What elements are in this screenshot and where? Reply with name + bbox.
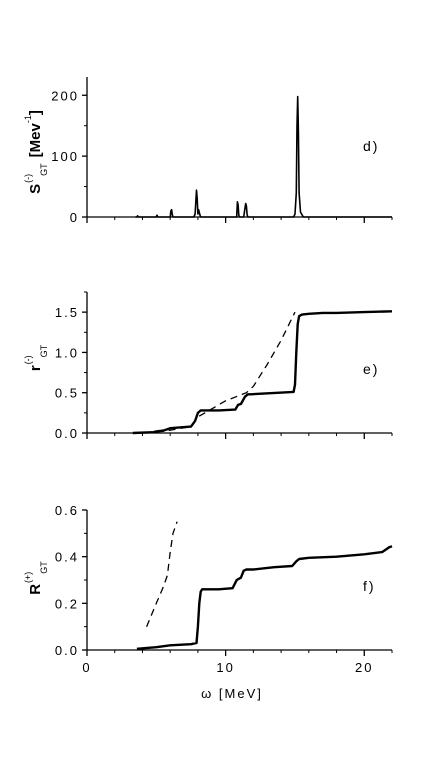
y-tick-label-d: 0	[70, 210, 79, 225]
y-axis-label-unit-close: ]	[27, 110, 44, 115]
y-axis-label-symbol: r	[27, 365, 44, 371]
panel-e: e) r(-) GT 0.0 0.5 1.0 1.5	[23, 291, 393, 441]
y-axis-label-d: S(-) GT [Mev-1]	[23, 110, 49, 194]
y-tick-label-e: 1.0	[55, 345, 79, 360]
y-tick-label-f: 0.2	[55, 596, 79, 611]
y-axis-label-subscript: GT	[39, 344, 49, 357]
y-axis-label-symbol: R	[27, 584, 44, 595]
y-axis-label-f: R(+) GT	[23, 561, 49, 595]
y-tick-label-e: 0.0	[55, 426, 79, 441]
y-axis-label-superscript: (-)	[23, 355, 33, 364]
svg-text:R(+)GT: R(+) GT	[23, 561, 49, 595]
y-axis-label-superscript: (+)	[23, 572, 33, 583]
panel-d: d) S(-) GT [Mev-1] 0 100 200	[23, 77, 393, 225]
y-axis-label-unit-exponent: -1	[23, 115, 33, 123]
panel-label-d: d)	[363, 138, 379, 154]
series-line-f-solid	[136, 545, 393, 650]
series-line-f-dashed	[145, 521, 178, 627]
series-line-e-dashed	[132, 311, 296, 434]
x-tick-label-f: 0	[82, 660, 91, 675]
y-axis-label-subscript: GT	[39, 561, 49, 574]
svg-text:S(-)GT[Mev-1]: S(-) GT [Mev-1]	[23, 110, 49, 194]
panel-f: f) R(+) GT ω [MeV] 0.0 0.2 0.4 0.6 0 10 20	[23, 503, 393, 701]
x-tick-label-f: 10	[216, 660, 234, 675]
y-tick-label-d: 200	[51, 88, 79, 103]
y-tick-label-e: 1.5	[55, 305, 79, 320]
panel-label-e: e)	[363, 361, 379, 377]
y-axis-label-e: r(-) GT	[23, 344, 49, 371]
series-line-d-solid	[135, 95, 392, 218]
y-tick-label-f: 0.6	[55, 503, 79, 518]
y-tick-label-e: 0.5	[55, 386, 79, 401]
y-tick-label-d: 100	[51, 149, 79, 164]
panel-label-f: f)	[363, 578, 376, 594]
y-axis-label-superscript: (-)	[23, 174, 33, 183]
x-tick-label-f: 20	[355, 660, 373, 675]
svg-text:r(-)GT: r(-) GT	[23, 344, 49, 371]
y-axis-label-unit: [Mev	[27, 123, 44, 158]
y-axis-label-subscript: GT	[39, 163, 49, 176]
y-tick-label-f: 0.0	[55, 643, 79, 658]
y-tick-label-f: 0.4	[55, 550, 79, 565]
y-axis-label-symbol: S	[27, 184, 44, 194]
x-axis-label: ω [MeV]	[201, 686, 263, 701]
series-line-e-solid	[132, 310, 393, 435]
